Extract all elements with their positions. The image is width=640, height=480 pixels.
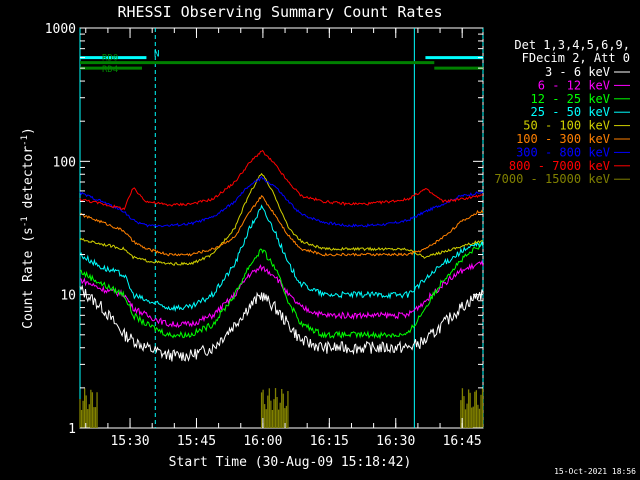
legend-header: FDecim 2, Att 0 bbox=[522, 51, 630, 65]
y-tick-label: 10 bbox=[60, 289, 76, 304]
x-tick-label: 15:45 bbox=[177, 434, 216, 449]
series-line bbox=[79, 195, 484, 257]
flag-label: RD4 bbox=[102, 65, 118, 75]
legend-entry: 800 - 7000 keV bbox=[509, 159, 610, 173]
plot-frame bbox=[79, 27, 484, 429]
series-layer bbox=[79, 149, 484, 362]
footer-timestamp: 15-Oct-2021 18:56 bbox=[554, 467, 636, 476]
x-tick-label: 16:45 bbox=[443, 434, 482, 449]
x-tick-label: 16:15 bbox=[310, 434, 349, 449]
series-line bbox=[79, 204, 484, 313]
legend-header: Det 1,3,4,5,6,9, bbox=[514, 38, 630, 52]
series-line bbox=[79, 284, 484, 362]
y-tick-label: 1000 bbox=[45, 22, 76, 37]
legend-entry: 50 - 100 keV bbox=[523, 119, 610, 133]
series-line bbox=[79, 172, 484, 266]
x-tick-label: 15:30 bbox=[110, 434, 149, 449]
y-tick-label: 1 bbox=[68, 422, 76, 437]
series-line bbox=[79, 259, 484, 329]
x-axis-label: Start Time (30-Aug-09 15:18:42) bbox=[169, 455, 412, 470]
x-tick-label: 16:30 bbox=[376, 434, 415, 449]
series-line bbox=[79, 149, 484, 211]
legend-entry: 6 - 12 keV bbox=[538, 78, 610, 92]
series-line bbox=[79, 176, 484, 228]
y-axis-label: Count Rate (s-1 detector-1) bbox=[20, 127, 36, 329]
flag-label: N bbox=[154, 50, 159, 60]
tick-layer: 1 10 100 1000 15:30 15:45 16:00 16:15 16:30 16:45 bbox=[45, 22, 483, 449]
x-tick-label: 16:00 bbox=[243, 434, 282, 449]
legend-entry: 3 - 6 keV bbox=[545, 65, 610, 79]
legend-entry: 7000 - 15000 keV bbox=[494, 172, 610, 186]
legend: Det 1,3,4,5,6,9,FDecim 2, Att 03 - 6 keV… bbox=[494, 38, 630, 186]
series-line bbox=[79, 243, 484, 340]
legend-entry: 300 - 800 keV bbox=[516, 145, 610, 159]
y-tick-label: 100 bbox=[53, 155, 76, 170]
legend-entry: 25 - 50 keV bbox=[531, 105, 610, 119]
legend-entry: 100 - 300 keV bbox=[516, 132, 610, 146]
flag-label: RD0 bbox=[102, 54, 118, 64]
chart-title: RHESSI Observing Summary Count Rates bbox=[117, 3, 442, 21]
legend-entry: 12 - 25 keV bbox=[531, 92, 610, 106]
